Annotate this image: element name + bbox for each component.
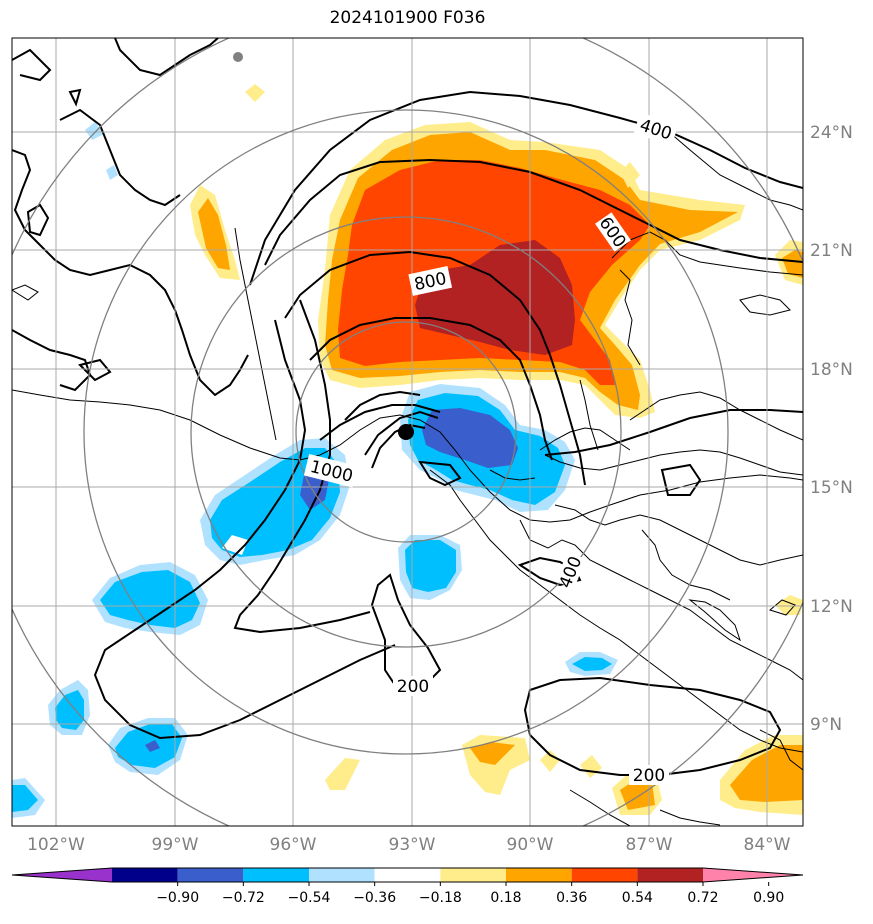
colorbar-segment <box>112 868 178 882</box>
graticule <box>12 38 803 826</box>
lon-label: 84°W <box>744 835 791 855</box>
contour-labels: 400 600 800 1000 400 200 200 <box>303 112 679 786</box>
colorbar-segment <box>637 868 703 882</box>
colorbar-tick-label: −0.36 <box>353 890 396 906</box>
lon-label: 87°W <box>626 835 673 855</box>
colorbar-tick-label: 0.36 <box>556 890 587 906</box>
colorbar-tick-label: −0.18 <box>419 890 462 906</box>
colorbar-tick-label: −0.90 <box>156 890 199 906</box>
contour-label-200-east: 200 <box>633 766 665 786</box>
colorbar-tick-label: 0.54 <box>622 890 653 906</box>
contour-label-200-center: 200 <box>397 677 429 697</box>
lon-label: 93°W <box>389 835 436 855</box>
map-panel: 400 600 800 1000 400 200 200 <box>12 38 803 826</box>
colorbar-segment <box>571 868 638 882</box>
lon-label: 102°W <box>27 835 85 855</box>
lat-label: 24°N <box>810 123 853 143</box>
colorbar-segment <box>177 868 244 882</box>
lat-label: 21°N <box>810 241 853 261</box>
lon-label: 99°W <box>152 835 199 855</box>
colorbar-extend-high <box>703 868 803 882</box>
map-title: 2024101900 F036 <box>329 8 486 28</box>
lat-label: 18°N <box>810 360 853 380</box>
colorbar-tick-label: 0.18 <box>490 890 521 906</box>
lon-label: 96°W <box>270 835 317 855</box>
colorbar: −0.90 −0.72 −0.54 −0.36 −0.18 0.18 0.36 0.54 0.7… <box>11 867 804 906</box>
latitude-labels: 24°N 21°N 18°N 15°N 12°N 9°N <box>810 123 853 735</box>
colorbar-tick-label: 0.72 <box>687 890 718 906</box>
lon-label: 90°W <box>507 835 554 855</box>
storm-center-marker <box>398 424 414 440</box>
map-frame <box>11 37 804 827</box>
colorbar-tick-label: 0.90 <box>753 890 784 906</box>
positive-anomaly-shading <box>190 84 803 815</box>
lat-label: 15°N <box>810 478 853 498</box>
lat-label: 12°N <box>810 597 853 617</box>
colorbar-extend-low <box>12 868 112 882</box>
colorbar-tick-label: −0.72 <box>222 890 265 906</box>
colorbar-segment <box>374 868 441 882</box>
lat-label: 9°N <box>810 715 842 735</box>
colorbar-tick-label: −0.54 <box>288 890 331 906</box>
colorbar-segment <box>440 868 506 882</box>
colorbar-segment <box>243 868 309 882</box>
reference-point-marker <box>233 52 243 62</box>
range-rings <box>12 38 803 826</box>
colorbar-segment <box>309 868 375 882</box>
longitude-labels: 102°W 99°W 96°W 93°W 90°W 87°W 84°W <box>27 835 791 855</box>
colorbar-segment <box>506 868 572 882</box>
coastlines <box>12 119 803 826</box>
colorbar-outline <box>11 867 804 883</box>
